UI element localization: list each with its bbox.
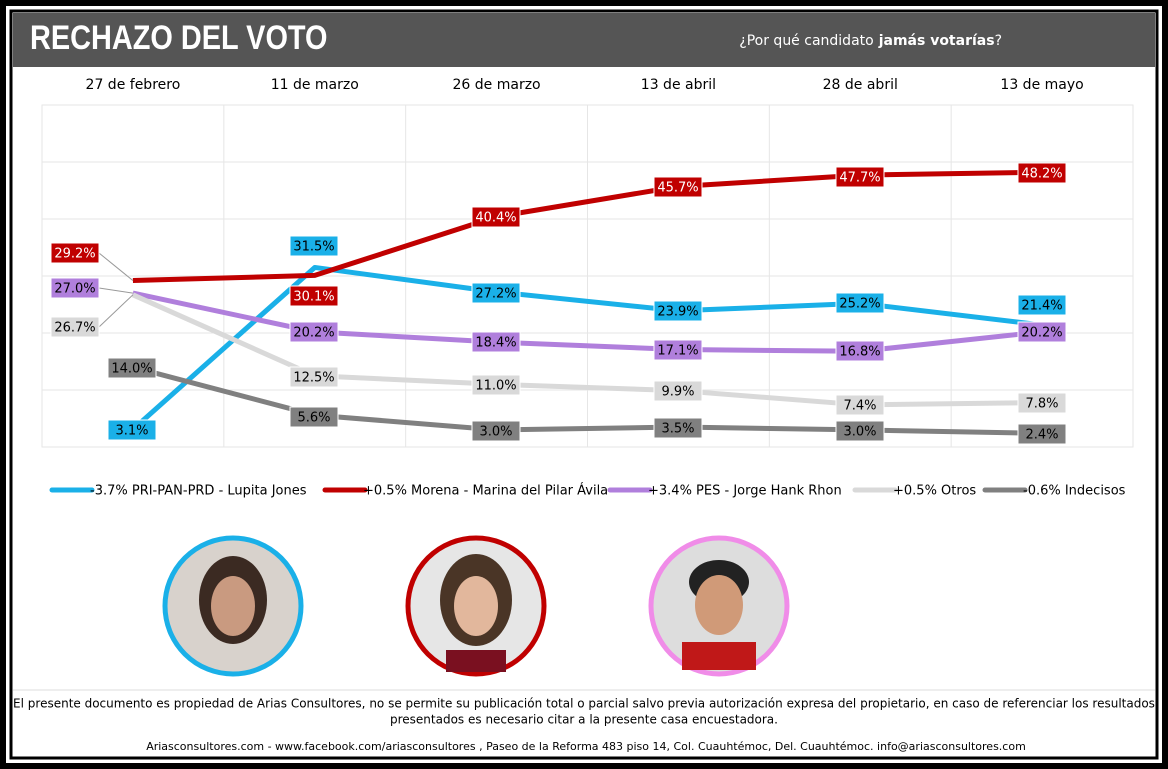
value-label: 23.9% <box>657 305 698 320</box>
value-label: 47.7% <box>839 171 880 186</box>
value-label: 25.2% <box>839 297 880 312</box>
subtitle-end: ? <box>995 33 1002 49</box>
x-tick-label: 13 de mayo <box>1000 77 1083 93</box>
value-label-box <box>471 374 521 396</box>
value-label-box <box>289 235 339 257</box>
value-label-box <box>50 277 100 299</box>
value-label: 17.1% <box>657 344 698 359</box>
x-tick-label: 11 de marzo <box>271 77 359 93</box>
value-label-box <box>835 292 885 314</box>
value-label: 7.4% <box>843 399 876 414</box>
subtitle: ¿Por qué candidato jamás votarías? <box>739 33 1002 49</box>
value-label: 7.8% <box>1025 397 1058 412</box>
value-label-box <box>653 176 703 198</box>
value-label: 31.5% <box>293 240 334 255</box>
leader-line <box>98 252 134 281</box>
value-label-box <box>835 166 885 188</box>
disclaimer: El presente documento es propiedad de Ar… <box>13 697 1155 711</box>
value-label: 26.7% <box>54 321 95 336</box>
leader-line <box>98 287 133 294</box>
value-label: 45.7% <box>657 181 698 196</box>
series-line <box>132 364 1043 436</box>
value-label: 3.1% <box>115 424 148 439</box>
header-bar <box>13 13 1155 67</box>
series-line <box>131 292 1043 408</box>
x-tick-label: 13 de abril <box>641 77 716 93</box>
value-label-box <box>1017 162 1067 184</box>
value-label: 40.4% <box>475 211 516 226</box>
value-label: 9.9% <box>661 385 694 400</box>
value-label: 2.4% <box>1025 428 1058 443</box>
legend-label: +0.5% Otros <box>893 484 976 499</box>
value-label-box <box>835 340 885 362</box>
value-label-box <box>653 417 703 439</box>
x-tick-label: 28 de abril <box>823 77 898 93</box>
contact: Ariasconsultores.com - www.facebook.com/… <box>146 740 1026 753</box>
value-label: 30.1% <box>293 290 334 305</box>
value-label: 3.5% <box>661 422 694 437</box>
value-label: 12.5% <box>293 371 334 386</box>
value-label-box <box>289 321 339 343</box>
value-label-box <box>835 394 885 416</box>
x-tick-label: 26 de marzo <box>453 77 541 93</box>
disclaimer: presentados es necesario citar a la pres… <box>390 713 778 727</box>
value-label-box <box>289 285 339 307</box>
value-label: 5.6% <box>297 411 330 426</box>
value-label-box <box>107 419 157 441</box>
value-label-box <box>1017 321 1067 343</box>
leader-line <box>98 294 134 328</box>
value-label: 48.2% <box>1021 167 1062 182</box>
value-label: 3.0% <box>843 425 876 440</box>
x-tick-label: 27 de febrero <box>86 77 181 93</box>
legend-label: +3.4% PES - Jorge Hank Rhon <box>648 484 842 499</box>
value-label: 29.2% <box>54 247 95 262</box>
subtitle-text: ¿Por qué candidato <box>739 33 873 49</box>
value-label-box <box>653 380 703 402</box>
series-line <box>132 290 1043 354</box>
series-line <box>132 169 1043 284</box>
value-label-box <box>471 331 521 353</box>
value-label: 16.8% <box>839 345 880 360</box>
subtitle-emphasis: jamás votarías <box>878 33 995 49</box>
value-label-box <box>50 242 100 264</box>
legend-label: +0.5% Morena - Marina del Pilar Ávila <box>363 483 608 499</box>
candidate-photo <box>405 535 547 677</box>
legend-label: -3.7% PRI-PAN-PRD - Lupita Jones <box>90 484 307 499</box>
value-label-box <box>1017 423 1067 445</box>
value-label-box <box>289 406 339 428</box>
value-label-box <box>471 206 521 228</box>
value-label-box <box>471 420 521 442</box>
value-label-box <box>1017 392 1067 414</box>
candidate-photo <box>162 535 304 677</box>
series-line <box>131 264 1043 432</box>
legend-label: -0.6% Indecisos <box>1023 484 1126 499</box>
value-label-box <box>653 339 703 361</box>
candidate-photo <box>648 535 790 677</box>
value-label-box <box>50 316 100 338</box>
value-label-box <box>1017 294 1067 316</box>
value-label: 20.2% <box>293 326 334 341</box>
value-label-box <box>653 300 703 322</box>
value-label: 3.0% <box>479 425 512 440</box>
value-label: 27.2% <box>475 287 516 302</box>
value-label: 21.4% <box>1021 299 1062 314</box>
value-label: 27.0% <box>54 282 95 297</box>
value-label-box <box>471 282 521 304</box>
value-label-box <box>107 357 157 379</box>
chart-title: RECHAZO DEL VOTO <box>30 18 328 57</box>
inner-frame <box>9 9 1159 760</box>
value-label-box <box>289 366 339 388</box>
value-label: 14.0% <box>111 362 152 377</box>
value-label: 18.4% <box>475 336 516 351</box>
value-label: 20.2% <box>1021 326 1062 341</box>
value-label-box <box>835 420 885 442</box>
value-label: 11.0% <box>475 379 516 394</box>
